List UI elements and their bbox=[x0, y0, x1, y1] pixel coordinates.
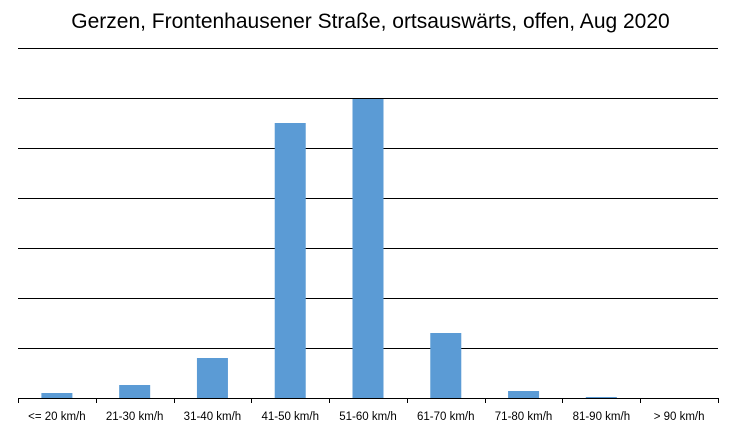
x-tick-label: 41-50 km/h bbox=[261, 411, 319, 423]
bar bbox=[430, 333, 462, 398]
bar bbox=[352, 99, 384, 398]
x-axis bbox=[18, 398, 719, 403]
bar bbox=[119, 385, 151, 398]
x-tick-label: 71-80 km/h bbox=[495, 411, 553, 423]
bar bbox=[508, 391, 540, 398]
bar bbox=[274, 123, 306, 398]
x-tick-label: <= 20 km/h bbox=[28, 411, 86, 423]
bars bbox=[41, 99, 617, 398]
bar bbox=[585, 397, 617, 398]
bar bbox=[196, 358, 228, 398]
x-tick-label: 51-60 km/h bbox=[339, 411, 397, 423]
x-tick-label: 81-90 km/h bbox=[573, 411, 631, 423]
x-tick-label: 61-70 km/h bbox=[417, 411, 475, 423]
x-tick-label: 21-30 km/h bbox=[106, 411, 164, 423]
chart-title: Gerzen, Frontenhausener Straße, ortsausw… bbox=[71, 10, 670, 33]
bar bbox=[41, 393, 73, 398]
x-tick-labels: <= 20 km/h 21-30 km/h 31-40 km/h 41-50 km/h… bbox=[28, 411, 704, 423]
x-tick-label: 31-40 km/h bbox=[184, 411, 242, 423]
x-tick-label: > 90 km/h bbox=[654, 411, 705, 423]
